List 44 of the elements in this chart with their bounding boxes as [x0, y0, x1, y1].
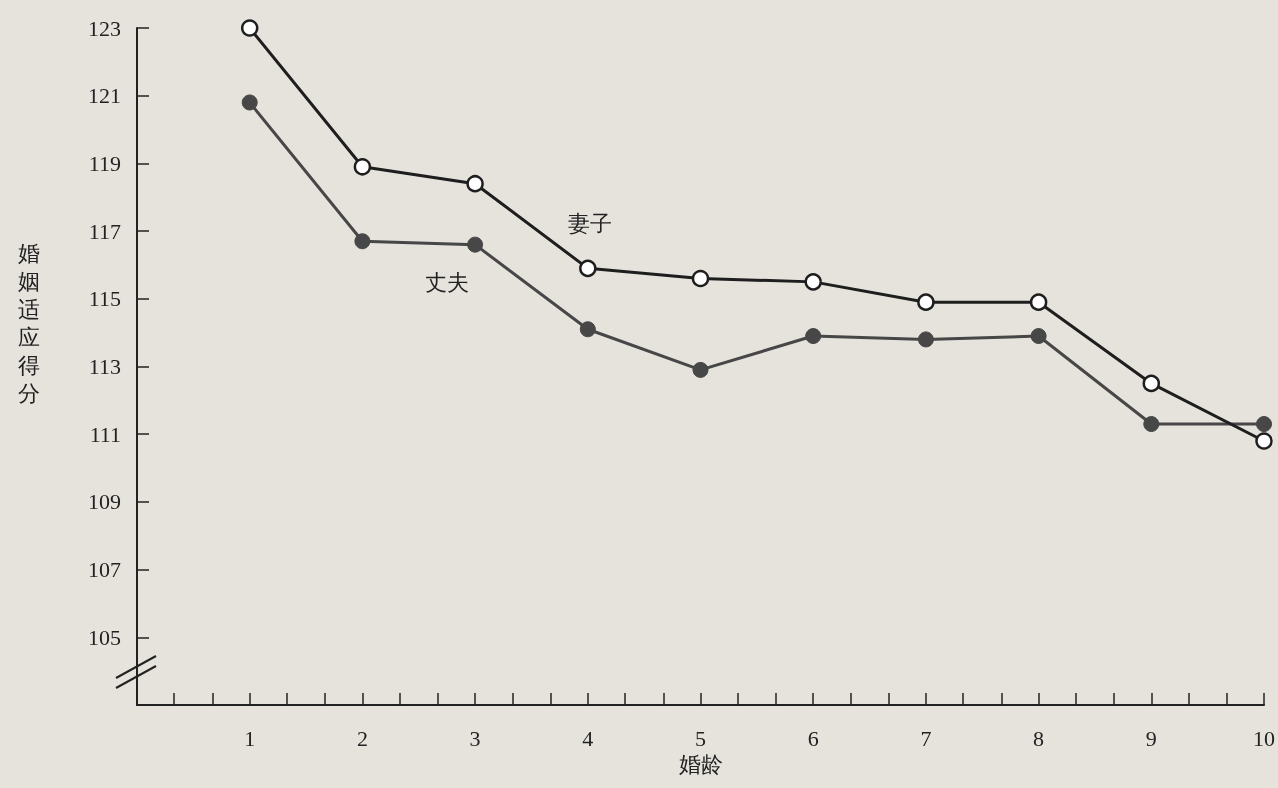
x-tick-label: 10	[1253, 725, 1275, 751]
x-tick-label: 1	[244, 725, 256, 751]
point	[1142, 374, 1161, 393]
y-tick-label: 113	[88, 354, 121, 379]
y-tick-label: 107	[88, 557, 121, 583]
y-tick-label: 115	[88, 286, 121, 312]
point	[1255, 432, 1273, 450]
y-tick-label: 111	[89, 421, 121, 447]
point	[1256, 416, 1272, 433]
y-tick-label: 119	[88, 150, 121, 176]
y-tick-label: 123	[88, 15, 121, 41]
point	[917, 331, 934, 348]
point	[240, 19, 259, 37]
y-tick-label: 117	[88, 218, 121, 244]
point	[691, 269, 710, 288]
x-tick-label: 8	[1033, 725, 1045, 751]
point	[805, 328, 822, 345]
point	[241, 94, 258, 111]
series-label: 妻子	[567, 211, 612, 237]
point	[692, 361, 709, 378]
point	[467, 236, 484, 253]
point	[1030, 328, 1047, 345]
x-tick-label: 9	[1145, 725, 1157, 751]
x-tick-label: 7	[920, 725, 932, 751]
x-tick-label: 6	[807, 725, 819, 751]
point	[917, 293, 935, 311]
y-tick-label: 105	[88, 624, 121, 650]
x-axis-title: 婚龄	[678, 752, 723, 778]
point	[353, 158, 372, 176]
point	[1029, 293, 1048, 311]
y-tick-label: 121	[88, 83, 121, 109]
x-tick-label: 3	[469, 725, 481, 751]
series-label: 丈夫	[425, 270, 470, 296]
y-axis-title: 婚姻适应得分	[17, 240, 41, 408]
x-tick-label: 5	[695, 725, 706, 751]
point	[579, 259, 597, 278]
point	[1143, 416, 1160, 433]
y-tick-label: 109	[88, 489, 121, 515]
point	[466, 174, 484, 193]
point	[579, 321, 596, 338]
point	[354, 233, 371, 250]
x-tick-label: 2	[356, 725, 368, 751]
point	[804, 273, 822, 291]
x-tick-label: 4	[582, 725, 594, 751]
